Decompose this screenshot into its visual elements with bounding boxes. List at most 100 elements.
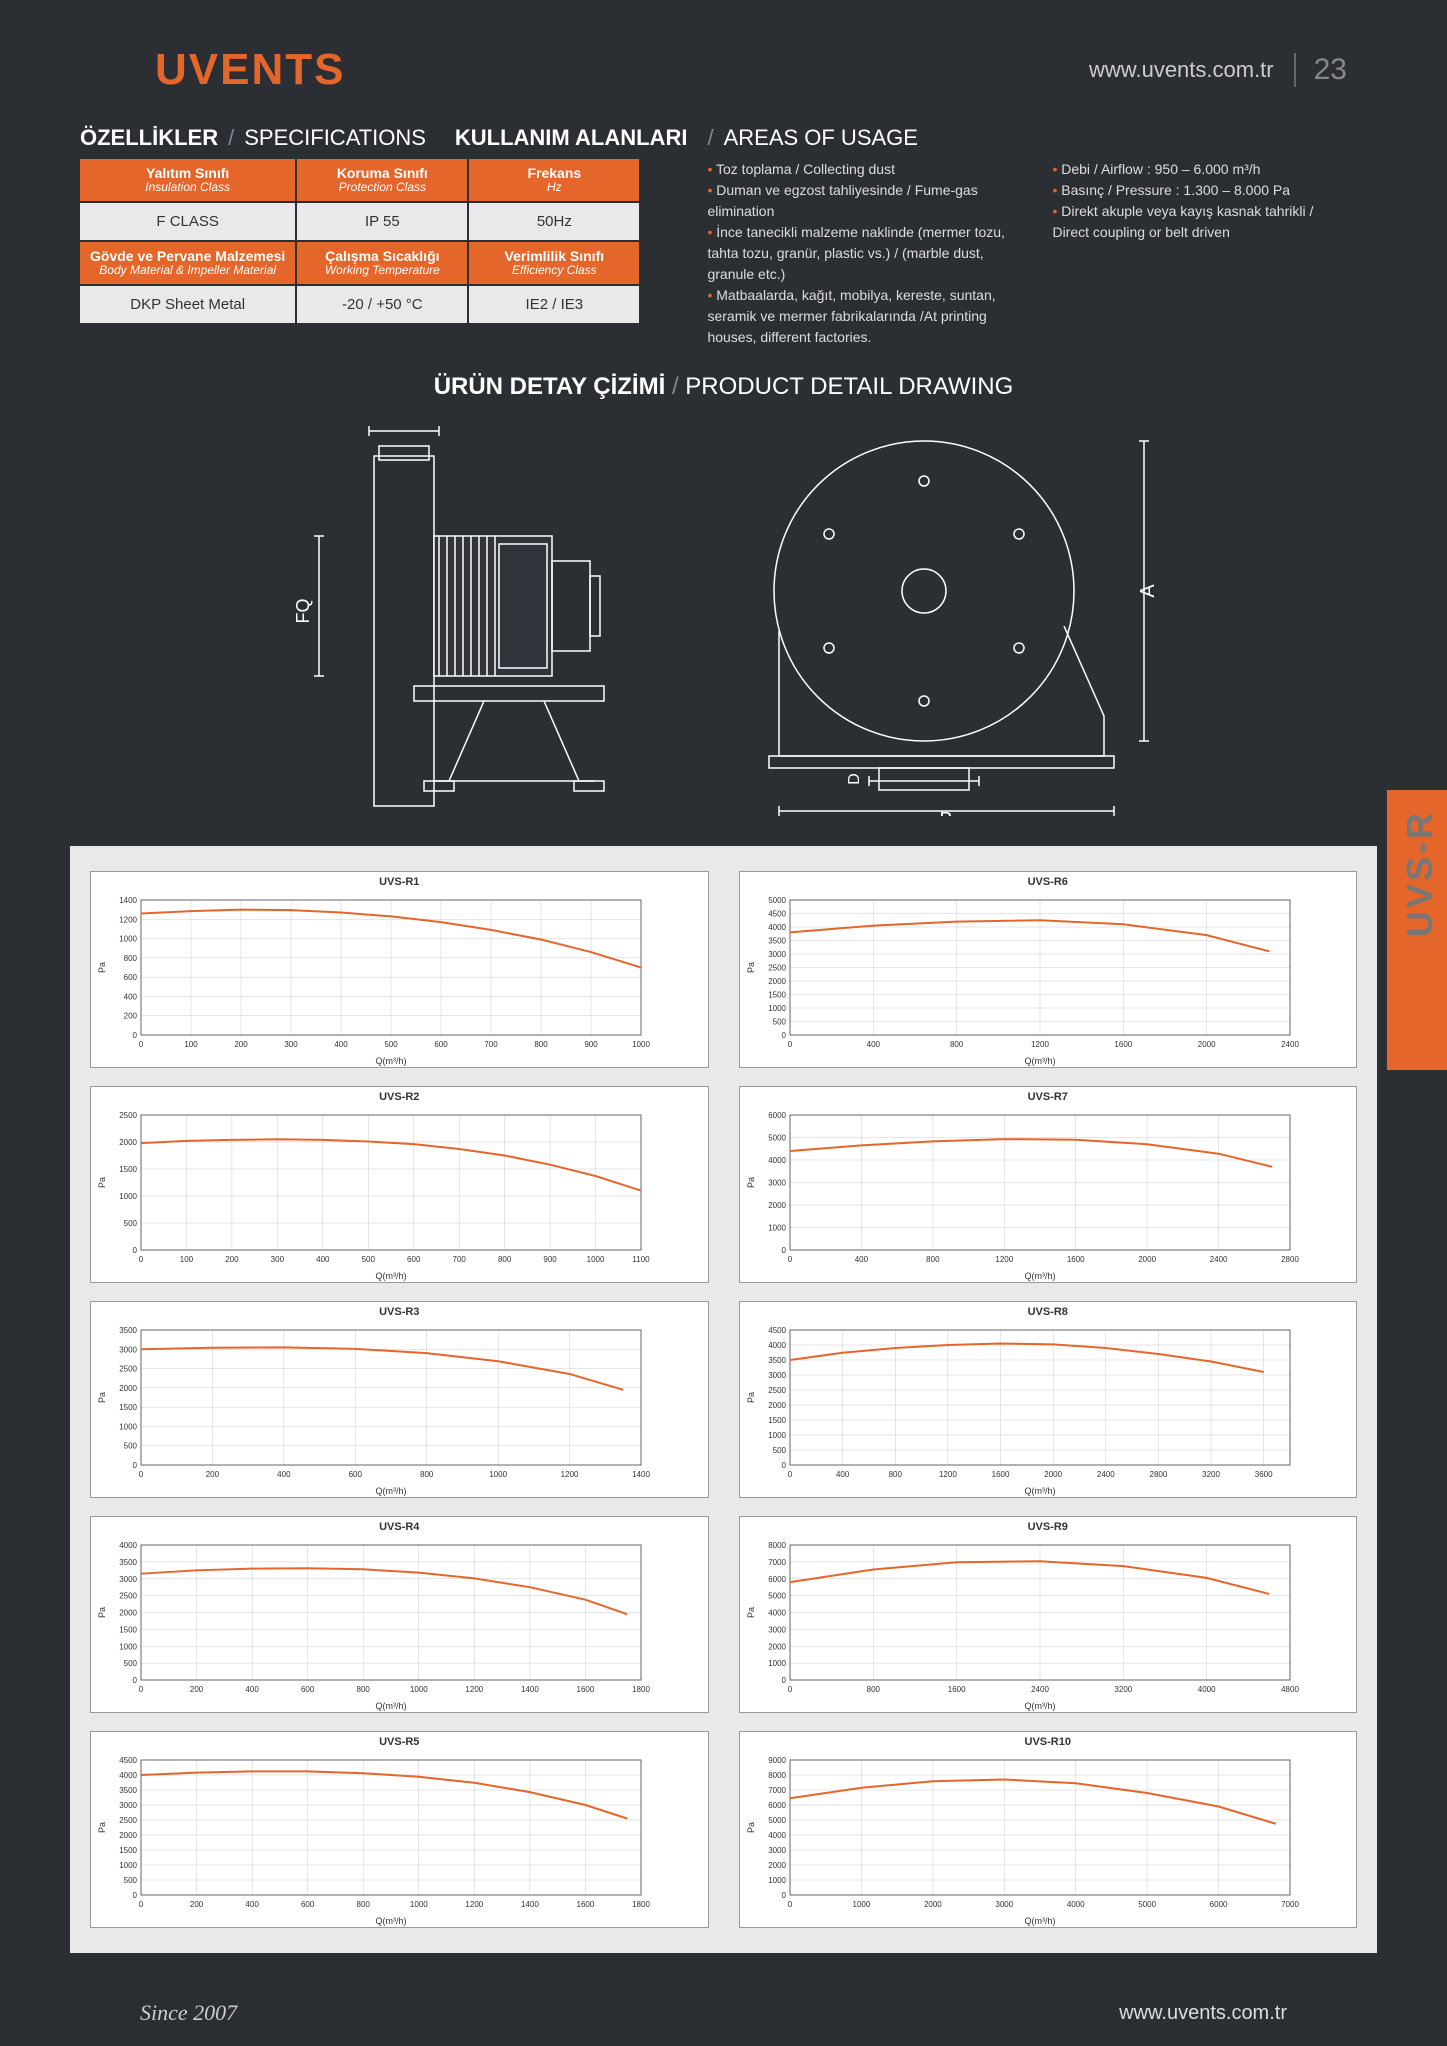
svg-text:Pa: Pa [746, 1607, 756, 1618]
spec-header: Gövde ve Pervane MalzemesiBody Material … [80, 242, 295, 284]
svg-text:300: 300 [271, 1255, 285, 1264]
spec-value: 50Hz [469, 203, 639, 240]
svg-text:200: 200 [190, 1900, 204, 1909]
svg-text:800: 800 [420, 1470, 434, 1479]
svg-text:Pa: Pa [746, 1177, 756, 1188]
svg-text:500: 500 [124, 1442, 138, 1451]
svg-text:8000: 8000 [768, 1541, 786, 1550]
svg-text:7000: 7000 [768, 1786, 786, 1795]
svg-text:500: 500 [124, 1876, 138, 1885]
svg-text:1000: 1000 [768, 1004, 786, 1013]
svg-text:800: 800 [357, 1900, 371, 1909]
spec-value: -20 / +50 °C [297, 286, 467, 323]
svg-text:Q(m³/h): Q(m³/h) [1024, 1056, 1055, 1066]
svg-text:Pa: Pa [97, 1392, 107, 1403]
svg-text:1000: 1000 [632, 1040, 650, 1049]
svg-text:1200: 1200 [465, 1900, 483, 1909]
svg-text:1000: 1000 [768, 1224, 786, 1233]
svg-text:4000: 4000 [1197, 1685, 1215, 1694]
footer-since: Since 2007 [140, 2000, 237, 2026]
svg-text:3000: 3000 [768, 1179, 786, 1188]
svg-text:Q(m³/h): Q(m³/h) [376, 1486, 407, 1496]
svg-text:Q(m³/h): Q(m³/h) [1024, 1271, 1055, 1281]
svg-text:Pa: Pa [97, 1177, 107, 1188]
svg-text:0: 0 [781, 1891, 786, 1900]
svg-text:4500: 4500 [768, 1326, 786, 1335]
svg-text:0: 0 [139, 1900, 144, 1909]
svg-text:6000: 6000 [1209, 1900, 1227, 1909]
svg-text:7000: 7000 [768, 1558, 786, 1567]
svg-text:3500: 3500 [119, 1326, 137, 1335]
svg-text:0: 0 [787, 1685, 792, 1694]
svg-text:0: 0 [781, 1246, 786, 1255]
svg-text:0: 0 [781, 1461, 786, 1470]
svg-text:4500: 4500 [119, 1756, 137, 1765]
svg-text:2000: 2000 [1197, 1040, 1215, 1049]
svg-text:400: 400 [866, 1040, 880, 1049]
header-url: www.uvents.com.tr [1089, 57, 1274, 83]
svg-text:400: 400 [277, 1470, 291, 1479]
svg-text:3600: 3600 [1254, 1470, 1272, 1479]
product-drawing: FQ C A B D [0, 416, 1447, 846]
footer-url: www.uvents.com.tr [1119, 2002, 1287, 2025]
spec-value: IE2 / IE3 [469, 286, 639, 323]
spec-header: Verimlilik SınıfıEfficiency Class [469, 242, 639, 284]
svg-text:100: 100 [180, 1255, 194, 1264]
svg-text:6000: 6000 [768, 1801, 786, 1810]
svg-text:1000: 1000 [768, 1659, 786, 1668]
svg-text:400: 400 [124, 992, 138, 1001]
areas-title-light: AREAS OF USAGE [724, 125, 918, 151]
svg-text:400: 400 [334, 1040, 348, 1049]
svg-text:2000: 2000 [768, 1861, 786, 1870]
svg-text:Q(m³/h): Q(m³/h) [1024, 1701, 1055, 1711]
svg-text:2800: 2800 [1281, 1255, 1299, 1264]
svg-text:Q(m³/h): Q(m³/h) [376, 1916, 407, 1926]
spec-table: Yalıtım SınıfıInsulation Class F CLASS G… [80, 159, 687, 323]
svg-text:0: 0 [139, 1685, 144, 1694]
svg-text:Q(m³/h): Q(m³/h) [376, 1056, 407, 1066]
svg-text:4000: 4000 [768, 923, 786, 932]
svg-text:1400: 1400 [119, 896, 137, 905]
svg-text:100: 100 [184, 1040, 198, 1049]
svg-text:Pa: Pa [746, 1822, 756, 1833]
performance-chart: UVS-R4 050010001500200025003000350040000… [90, 1516, 709, 1713]
svg-text:400: 400 [854, 1255, 868, 1264]
drawing-title: ÜRÜN DETAY ÇİZİMİ / PRODUCT DETAIL DRAWI… [0, 373, 1447, 401]
svg-text:600: 600 [301, 1900, 315, 1909]
svg-text:4000: 4000 [768, 1609, 786, 1618]
svg-text:200: 200 [124, 1012, 138, 1021]
svg-text:2500: 2500 [119, 1592, 137, 1601]
svg-text:5000: 5000 [768, 1592, 786, 1601]
svg-text:Pa: Pa [746, 1392, 756, 1403]
svg-text:3500: 3500 [768, 1356, 786, 1365]
svg-text:2500: 2500 [119, 1365, 137, 1374]
areas-title-bold: KULLANIM ALANLARI [455, 125, 688, 151]
svg-text:1400: 1400 [521, 1685, 539, 1694]
spec-value: DKP Sheet Metal [80, 286, 295, 323]
svg-text:700: 700 [453, 1255, 467, 1264]
svg-text:3000: 3000 [119, 1345, 137, 1354]
svg-text:A: A [1137, 584, 1159, 598]
svg-text:4000: 4000 [119, 1541, 137, 1550]
svg-text:4000: 4000 [768, 1341, 786, 1350]
svg-text:2400: 2400 [1096, 1470, 1114, 1479]
svg-text:B: B [939, 809, 952, 816]
svg-text:200: 200 [225, 1255, 239, 1264]
svg-text:7000: 7000 [1281, 1900, 1299, 1909]
svg-text:Pa: Pa [97, 1822, 107, 1833]
svg-text:5000: 5000 [768, 1134, 786, 1143]
svg-text:3000: 3000 [768, 1846, 786, 1855]
svg-text:4800: 4800 [1281, 1685, 1299, 1694]
svg-text:4000: 4000 [768, 1156, 786, 1165]
svg-text:6000: 6000 [768, 1111, 786, 1120]
svg-text:4000: 4000 [768, 1831, 786, 1840]
svg-text:400: 400 [316, 1255, 330, 1264]
svg-text:0: 0 [133, 1031, 138, 1040]
svg-text:300: 300 [284, 1040, 298, 1049]
svg-text:2000: 2000 [1138, 1255, 1156, 1264]
svg-text:1600: 1600 [947, 1685, 965, 1694]
svg-text:1000: 1000 [489, 1470, 507, 1479]
performance-chart: UVS-R9 010002000300040005000600070008000… [739, 1516, 1358, 1713]
performance-chart: UVS-R10 01000200030004000500060007000800… [739, 1731, 1358, 1928]
svg-text:0: 0 [133, 1891, 138, 1900]
